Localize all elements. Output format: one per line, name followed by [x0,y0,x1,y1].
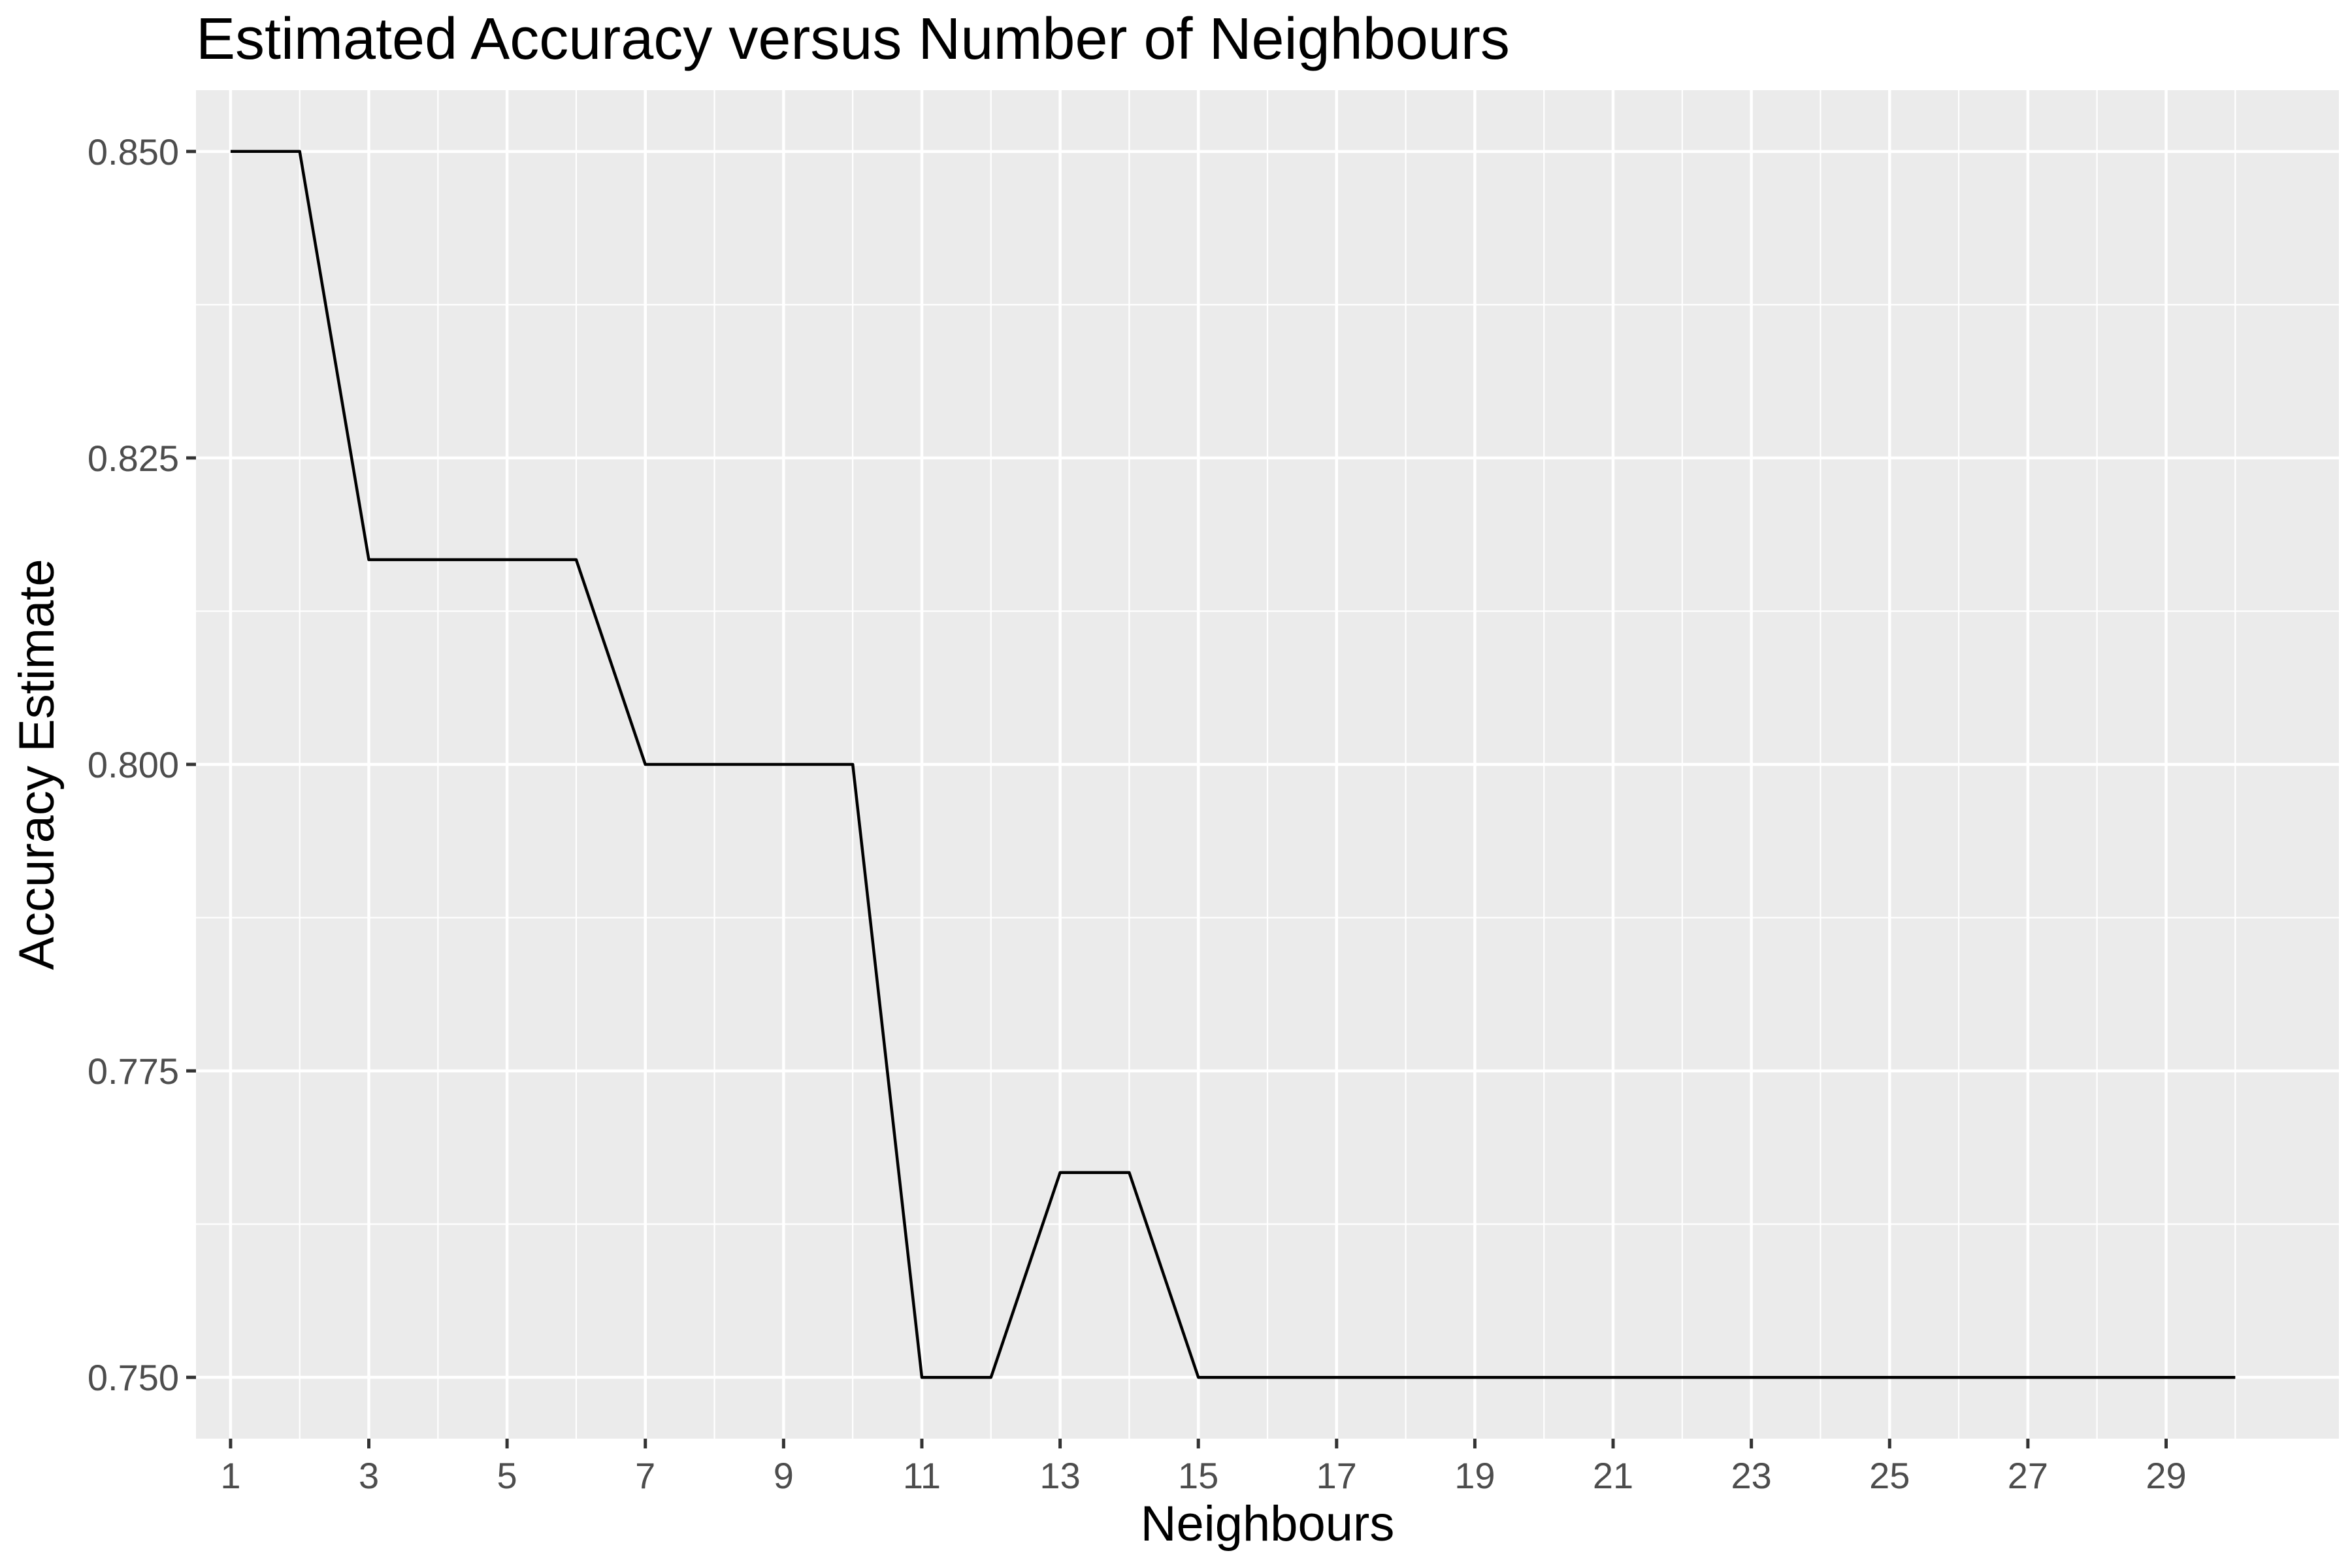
x-tick-label: 3 [359,1455,379,1496]
x-tick-label: 13 [1039,1455,1080,1496]
x-tick-label: 1 [220,1455,240,1496]
x-tick-label: 29 [2146,1455,2186,1496]
x-axis: 1 3 5 7 9 11 13 15 17 19 21 23 25 27 29 [220,1439,2187,1496]
x-tick-label: 25 [1869,1455,1910,1496]
x-tick-label: 17 [1316,1455,1357,1496]
x-tick-label: 5 [497,1455,517,1496]
y-tick-label: 0.850 [88,131,179,172]
y-axis: 0.750 0.775 0.800 0.825 0.850 [88,131,196,1398]
y-tick-label: 0.750 [88,1357,179,1398]
x-tick-label: 9 [774,1455,794,1496]
y-tick-label: 0.800 [88,744,179,785]
x-tick-label: 11 [903,1455,941,1496]
y-tick-label: 0.775 [88,1051,179,1092]
y-tick-label: 0.825 [88,438,179,479]
accuracy-series-line [230,150,2236,1379]
y-axis-title: Accuracy Estimate [9,559,65,970]
x-tick-label: 19 [1454,1455,1495,1496]
x-tick-label: 7 [635,1455,655,1496]
x-axis-title: Neighbours [1141,1496,1395,1552]
x-tick-label: 21 [1593,1455,1633,1496]
x-tick-label: 23 [1731,1455,1771,1496]
chart-title: Estimated Accuracy versus Number of Neig… [196,7,1510,72]
x-tick-label: 27 [2008,1455,2048,1496]
x-tick-label: 15 [1178,1455,1218,1496]
